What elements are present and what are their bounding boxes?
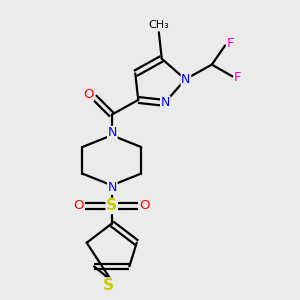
Text: N: N [108,126,117,140]
Text: F: F [234,71,242,84]
Text: O: O [140,200,150,212]
Text: O: O [74,200,84,212]
Text: S: S [103,278,114,293]
Text: N: N [160,96,170,110]
Text: S: S [106,198,117,213]
Text: O: O [83,88,93,100]
Text: N: N [181,73,190,86]
Text: F: F [226,38,234,50]
Text: N: N [108,181,117,194]
Text: CH₃: CH₃ [148,20,169,30]
